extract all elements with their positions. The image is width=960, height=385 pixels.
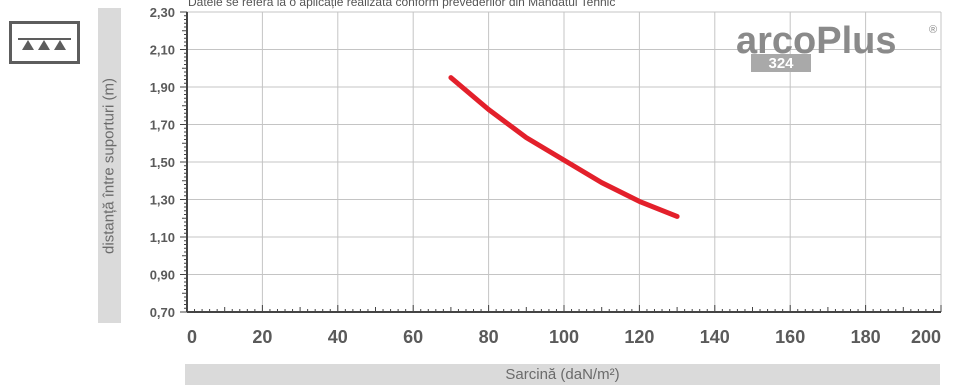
chart-note: Datele se referă la o aplicație realizat… — [188, 0, 616, 9]
x-tick-label: 40 — [328, 327, 348, 347]
snow-load-icon — [9, 21, 80, 64]
y-tick-label: 0,90 — [150, 268, 175, 283]
x-tick-label: 120 — [624, 327, 654, 347]
triangles-icon — [18, 38, 71, 50]
x-tick-label: 200 — [911, 327, 941, 347]
x-tick-label: 180 — [851, 327, 881, 347]
x-axis-label: Sarcină (daN/m²) — [505, 366, 620, 383]
y-ticks: 0,70 0,90 1,10 1,30 1,50 1,70 1,90 2,10 2,30 — [150, 5, 175, 320]
y-tick-label: 1,30 — [150, 193, 175, 208]
x-tick-label: 140 — [700, 327, 730, 347]
y-tick-label: 1,90 — [150, 80, 175, 95]
x-tick-label: 80 — [479, 327, 499, 347]
x-tick-label: 160 — [775, 327, 805, 347]
y-tick-label: 2,10 — [150, 43, 175, 58]
logo: arcoPlus ® 324 — [736, 20, 937, 72]
x-axis-band — [185, 364, 940, 385]
axes — [180, 11, 942, 313]
x-ticks: 0 20 40 60 80 100 120 140 160 180 200 — [187, 327, 941, 347]
grid — [187, 11, 942, 312]
logo-number: 324 — [768, 55, 794, 72]
x-tick-label: 60 — [403, 327, 423, 347]
x-tick-label: 20 — [252, 327, 272, 347]
x-tick-label: 100 — [549, 327, 579, 347]
series — [448, 75, 680, 219]
y-tick-label: 1,10 — [150, 230, 175, 245]
y-tick-label: 1,50 — [150, 155, 175, 170]
y-tick-label: 0,70 — [150, 305, 175, 320]
logo-badge — [751, 54, 811, 72]
x-tick-label: 0 — [187, 327, 197, 347]
y-tick-label: 2,30 — [150, 5, 175, 20]
y-tick-label: 1,70 — [150, 118, 175, 133]
y-axis-band — [98, 8, 121, 323]
logo-registered: ® — [929, 24, 937, 36]
